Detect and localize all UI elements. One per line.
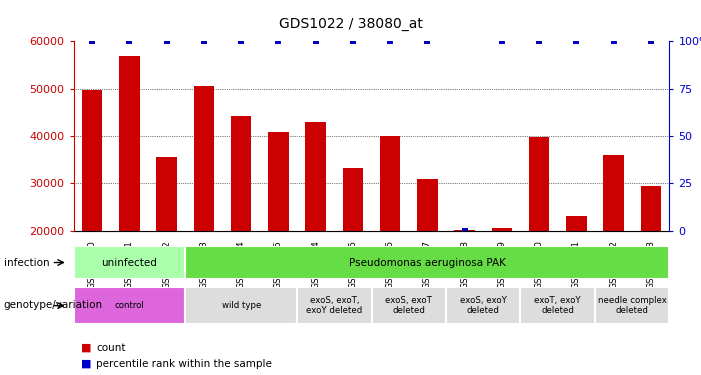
Bar: [74, 287, 185, 324]
Bar: [306, 122, 326, 231]
Bar: [185, 287, 297, 324]
Bar: [372, 287, 446, 324]
Text: ■: ■: [81, 359, 91, 369]
Bar: [268, 132, 289, 231]
Text: genotype/variation: genotype/variation: [4, 300, 102, 309]
Bar: [595, 287, 669, 324]
Bar: [297, 287, 372, 324]
Bar: [641, 186, 661, 231]
Text: exoS, exoT
deleted: exoS, exoT deleted: [386, 296, 433, 315]
Bar: [520, 287, 595, 324]
Bar: [380, 136, 400, 231]
Text: count: count: [96, 343, 125, 353]
Text: GDS1022 / 38080_at: GDS1022 / 38080_at: [278, 17, 423, 31]
Text: ■: ■: [81, 343, 91, 353]
Bar: [231, 116, 252, 231]
Text: control: control: [114, 301, 144, 310]
Text: percentile rank within the sample: percentile rank within the sample: [96, 359, 272, 369]
Bar: [156, 157, 177, 231]
Bar: [193, 86, 215, 231]
Text: uninfected: uninfected: [102, 258, 158, 267]
Bar: [454, 230, 475, 231]
Text: exoT, exoY
deleted: exoT, exoY deleted: [534, 296, 581, 315]
Bar: [343, 168, 363, 231]
Text: exoS, exoT,
exoY deleted: exoS, exoT, exoY deleted: [306, 296, 362, 315]
Bar: [82, 90, 102, 231]
Text: exoS, exoY
deleted: exoS, exoY deleted: [460, 296, 507, 315]
Bar: [446, 287, 520, 324]
Bar: [119, 56, 139, 231]
Bar: [491, 228, 512, 231]
Bar: [566, 216, 587, 231]
Bar: [74, 246, 185, 279]
Text: wild type: wild type: [222, 301, 261, 310]
Bar: [417, 178, 437, 231]
Bar: [529, 137, 550, 231]
Text: needle complex
deleted: needle complex deleted: [598, 296, 667, 315]
Text: Pseudomonas aeruginosa PAK: Pseudomonas aeruginosa PAK: [349, 258, 506, 267]
Bar: [185, 246, 669, 279]
Text: infection: infection: [4, 258, 49, 267]
Bar: [604, 155, 624, 231]
